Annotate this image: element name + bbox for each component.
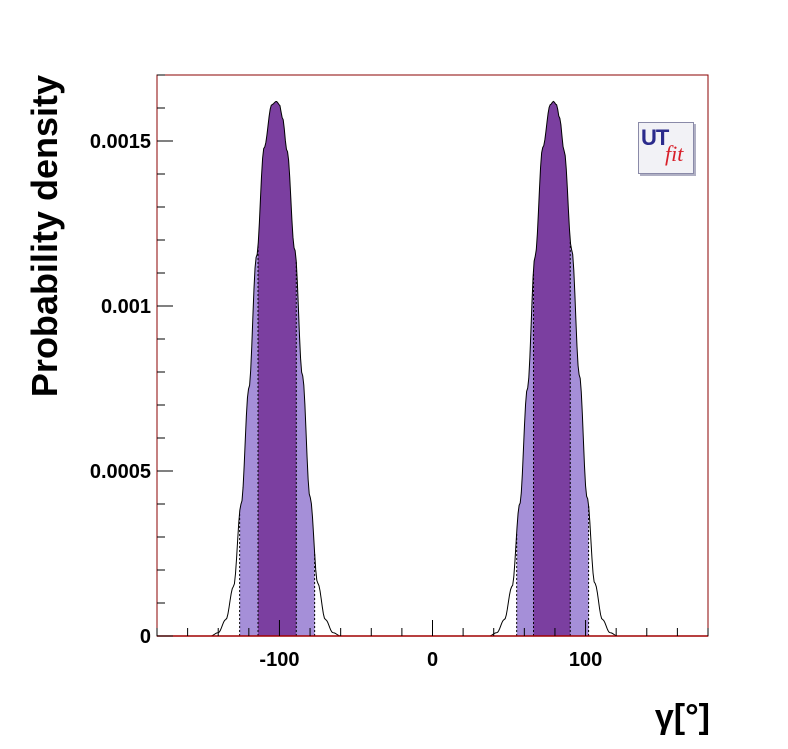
peak-2-curve xyxy=(489,100,618,637)
y-axis-title: Probability density xyxy=(24,75,65,397)
x-tick-label: -100 xyxy=(259,649,299,671)
x-tick-label: 0 xyxy=(427,649,438,671)
y-tick-label: 0 xyxy=(140,626,151,648)
utfit-logo: UT fit xyxy=(638,122,694,174)
logo-fit-text: fit xyxy=(665,141,684,166)
x-axis-title: γ[°] xyxy=(655,698,710,736)
y-tick-label: 0.0015 xyxy=(90,131,151,153)
logo-ut-text: UT xyxy=(641,125,669,150)
peak-1-curve xyxy=(210,100,341,637)
y-tick-label: 0.0005 xyxy=(90,461,151,483)
y-tick-label: 0.001 xyxy=(101,296,151,318)
peak-2-interval-68 xyxy=(533,101,571,637)
ticks-layer: -100 0 100 0 0.0005 0.001 0.0015 xyxy=(90,74,709,671)
peak-1-interval-68 xyxy=(258,101,297,636)
fills-layer xyxy=(239,101,590,637)
x-tick-label: 100 xyxy=(569,649,602,671)
